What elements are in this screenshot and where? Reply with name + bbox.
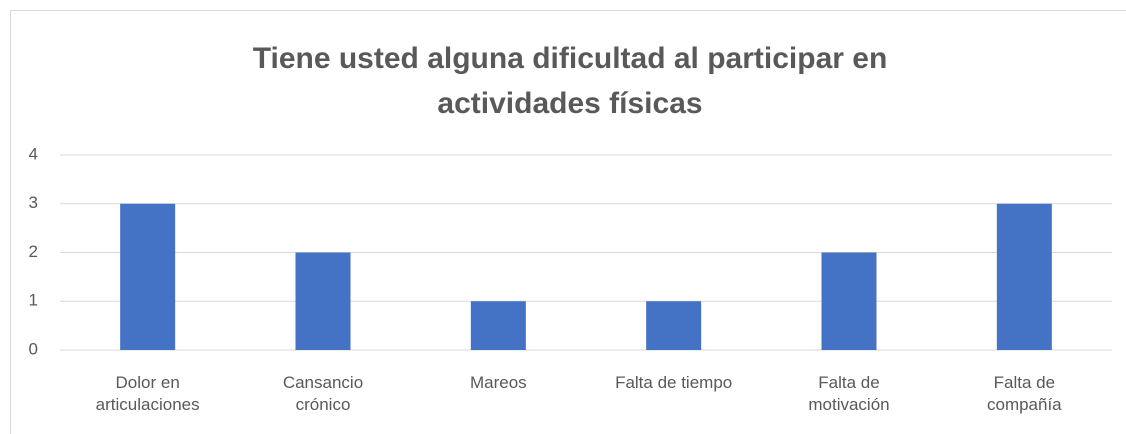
bar bbox=[646, 301, 702, 350]
x-tick-label: Falta de compañía bbox=[986, 373, 1062, 414]
y-tick-label: 1 bbox=[29, 291, 38, 310]
y-tick-label: 0 bbox=[29, 339, 38, 358]
y-tick-label: 2 bbox=[29, 242, 38, 261]
x-tick-label: Cansancio crónico bbox=[282, 373, 364, 414]
chart-title: Tiene usted alguna dificultad al partici… bbox=[252, 42, 888, 120]
bar bbox=[295, 252, 351, 350]
bar bbox=[821, 252, 877, 350]
bar bbox=[470, 301, 526, 350]
x-tick-label: Mareos bbox=[469, 373, 527, 392]
y-tick-label: 3 bbox=[29, 193, 38, 212]
chart-border bbox=[10, 10, 1126, 434]
x-tick-label: Dolor en articulaciones bbox=[95, 373, 200, 414]
x-tick-label: Falta de tiempo bbox=[615, 373, 733, 392]
bar bbox=[996, 203, 1052, 350]
x-tick-label: Falta de motivación bbox=[808, 373, 890, 414]
bar bbox=[120, 203, 176, 350]
y-tick-label: 4 bbox=[29, 144, 38, 163]
